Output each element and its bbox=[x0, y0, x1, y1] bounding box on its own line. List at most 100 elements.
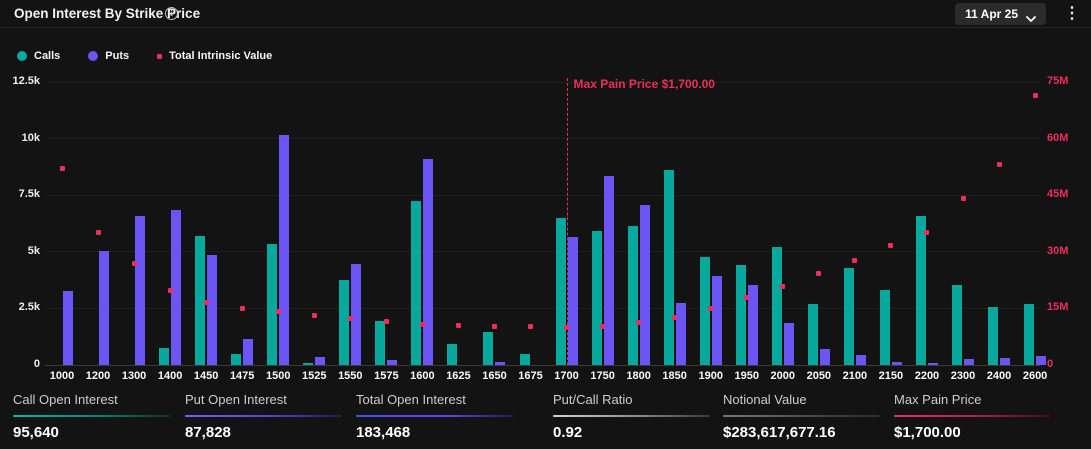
gridline bbox=[45, 138, 1040, 140]
call-bar-1900 bbox=[699, 257, 710, 365]
call-bar-1625 bbox=[447, 343, 458, 365]
stat-value: 183,468 bbox=[356, 424, 411, 441]
stat-put-call-ratio: Put/Call Ratio 0.92 bbox=[553, 392, 710, 441]
call-bar-1400 bbox=[159, 348, 170, 365]
call-bar-1600 bbox=[411, 200, 422, 365]
legend-label: Total Intrinsic Value bbox=[169, 50, 273, 62]
call-bar-2400 bbox=[988, 307, 999, 365]
put-bar-1750 bbox=[603, 175, 614, 365]
intrinsic-value-dot-2050 bbox=[816, 271, 822, 277]
x-axis-tick-1950: 1950 bbox=[734, 370, 759, 382]
x-axis-tick-2600: 2600 bbox=[1022, 370, 1048, 382]
call-bar-1700 bbox=[555, 217, 566, 365]
call-bar-1450 bbox=[195, 235, 206, 365]
intrinsic-value-dot-2200 bbox=[924, 229, 930, 235]
page-title: Open Interest By Strike Price bbox=[14, 6, 201, 21]
x-axis-tick-1200: 1200 bbox=[85, 370, 111, 382]
stat-value: 87,828 bbox=[185, 424, 231, 441]
x-axis-tick-2100: 2100 bbox=[842, 370, 868, 382]
put-bar-1700 bbox=[567, 237, 578, 365]
put-bar-1800 bbox=[639, 205, 650, 365]
right-axis-tick: 30M bbox=[1047, 244, 1069, 257]
call-bar-1650 bbox=[483, 332, 494, 365]
put-bar-1600 bbox=[423, 158, 434, 365]
max-pain-label: Max Pain Price $1,700.00 bbox=[573, 77, 715, 91]
date-selector-button[interactable]: 11 Apr 25 bbox=[955, 3, 1046, 25]
call-bar-1575 bbox=[375, 320, 386, 365]
intrinsic-value-dot-1900 bbox=[708, 305, 714, 311]
x-axis-tick-1575: 1575 bbox=[374, 370, 399, 382]
stat-accent-rule bbox=[894, 415, 1051, 417]
call-bar-2150 bbox=[879, 290, 890, 365]
x-axis-tick-2400: 2400 bbox=[986, 370, 1012, 382]
right-axis-tick: 15M bbox=[1047, 301, 1069, 314]
put-bar-1475 bbox=[243, 338, 254, 365]
intrinsic-value-dot-1300 bbox=[131, 260, 137, 266]
chart-header: Open Interest By Strike Price i 11 Apr 2… bbox=[0, 0, 1091, 27]
stat-value: $1,700.00 bbox=[894, 424, 961, 441]
call-bar-1675 bbox=[519, 353, 530, 365]
legend-square-icon bbox=[157, 53, 163, 59]
gridline bbox=[45, 364, 1040, 366]
call-bar-1550 bbox=[339, 280, 350, 365]
put-bar-1900 bbox=[711, 275, 722, 365]
gridline bbox=[45, 81, 1040, 83]
intrinsic-value-dot-1500 bbox=[275, 309, 281, 315]
kebab-menu-button[interactable]: ⋮ bbox=[1061, 2, 1083, 26]
stat-label: Call Open Interest bbox=[13, 392, 118, 407]
stat-accent-rule bbox=[185, 415, 342, 417]
intrinsic-value-dot-1525 bbox=[311, 312, 317, 318]
stat-call-open-interest: Call Open Interest 95,640 bbox=[13, 392, 170, 441]
put-bar-1300 bbox=[135, 215, 146, 365]
put-bar-2150 bbox=[891, 361, 902, 365]
x-axis-tick-2200: 2200 bbox=[914, 370, 940, 382]
put-bar-1450 bbox=[207, 255, 218, 365]
call-bar-1475 bbox=[231, 353, 242, 365]
legend-circle-icon bbox=[88, 51, 99, 61]
put-bar-1950 bbox=[747, 284, 758, 365]
intrinsic-value-dot-1575 bbox=[383, 319, 389, 325]
stat-accent-rule bbox=[356, 415, 513, 417]
put-bar-1500 bbox=[279, 135, 290, 365]
left-axis-tick: 10k bbox=[21, 131, 40, 144]
stat-value: 95,640 bbox=[13, 424, 59, 441]
max-pain-dashed-line bbox=[566, 78, 568, 365]
left-axis-tick: 2.5k bbox=[18, 301, 40, 314]
call-bar-1500 bbox=[267, 243, 278, 365]
stat-put-open-interest: Put Open Interest 87,828 bbox=[185, 392, 342, 441]
info-icon[interactable]: i bbox=[165, 7, 178, 20]
intrinsic-value-dot-1450 bbox=[203, 300, 209, 306]
right-axis-tick: 0 bbox=[1047, 358, 1054, 370]
call-bar-1800 bbox=[627, 225, 638, 365]
x-axis-labels: 1000 1200 1300 1400 1450 1475 1500 1525 1550 1575… bbox=[45, 370, 1048, 384]
legend-item-total-intrinsic-value[interactable]: Total Intrinsic Value bbox=[157, 50, 272, 62]
intrinsic-value-dot-1850 bbox=[672, 314, 678, 320]
right-axis-tick: 60M bbox=[1047, 131, 1069, 144]
legend-item-calls[interactable]: Calls bbox=[17, 50, 60, 62]
intrinsic-value-dot-2600 bbox=[1032, 92, 1038, 98]
intrinsic-value-dot-2150 bbox=[888, 243, 894, 249]
stat-label: Max Pain Price bbox=[894, 392, 982, 407]
intrinsic-value-dot-1550 bbox=[347, 316, 353, 322]
left-axis-tick: 5k bbox=[27, 244, 40, 257]
x-axis-tick-1700: 1700 bbox=[554, 370, 579, 382]
left-axis-tick: 0 bbox=[33, 358, 40, 370]
stat-max-pain-price: Max Pain Price $1,700.00 bbox=[894, 392, 1051, 441]
intrinsic-value-dot-1750 bbox=[600, 323, 606, 329]
intrinsic-value-dot-1400 bbox=[167, 287, 173, 293]
x-axis-tick-1500: 1500 bbox=[265, 370, 291, 382]
intrinsic-value-dot-1675 bbox=[528, 324, 534, 330]
legend-item-puts[interactable]: Puts bbox=[88, 50, 129, 62]
header-divider bbox=[0, 27, 1091, 28]
call-bar-2200 bbox=[915, 215, 926, 365]
call-bar-1750 bbox=[591, 231, 602, 365]
put-bar-1650 bbox=[495, 362, 506, 365]
put-bar-1850 bbox=[675, 302, 686, 365]
chevron-down-icon bbox=[1026, 11, 1036, 22]
x-axis-tick-2000: 2000 bbox=[770, 370, 796, 382]
x-axis-tick-1900: 1900 bbox=[698, 370, 723, 382]
left-axis-tick: 7.5k bbox=[18, 188, 40, 201]
x-axis-tick-1850: 1850 bbox=[662, 370, 687, 382]
stat-total-open-interest: Total Open Interest 183,468 bbox=[356, 392, 513, 441]
intrinsic-value-dot-1950 bbox=[744, 295, 750, 301]
